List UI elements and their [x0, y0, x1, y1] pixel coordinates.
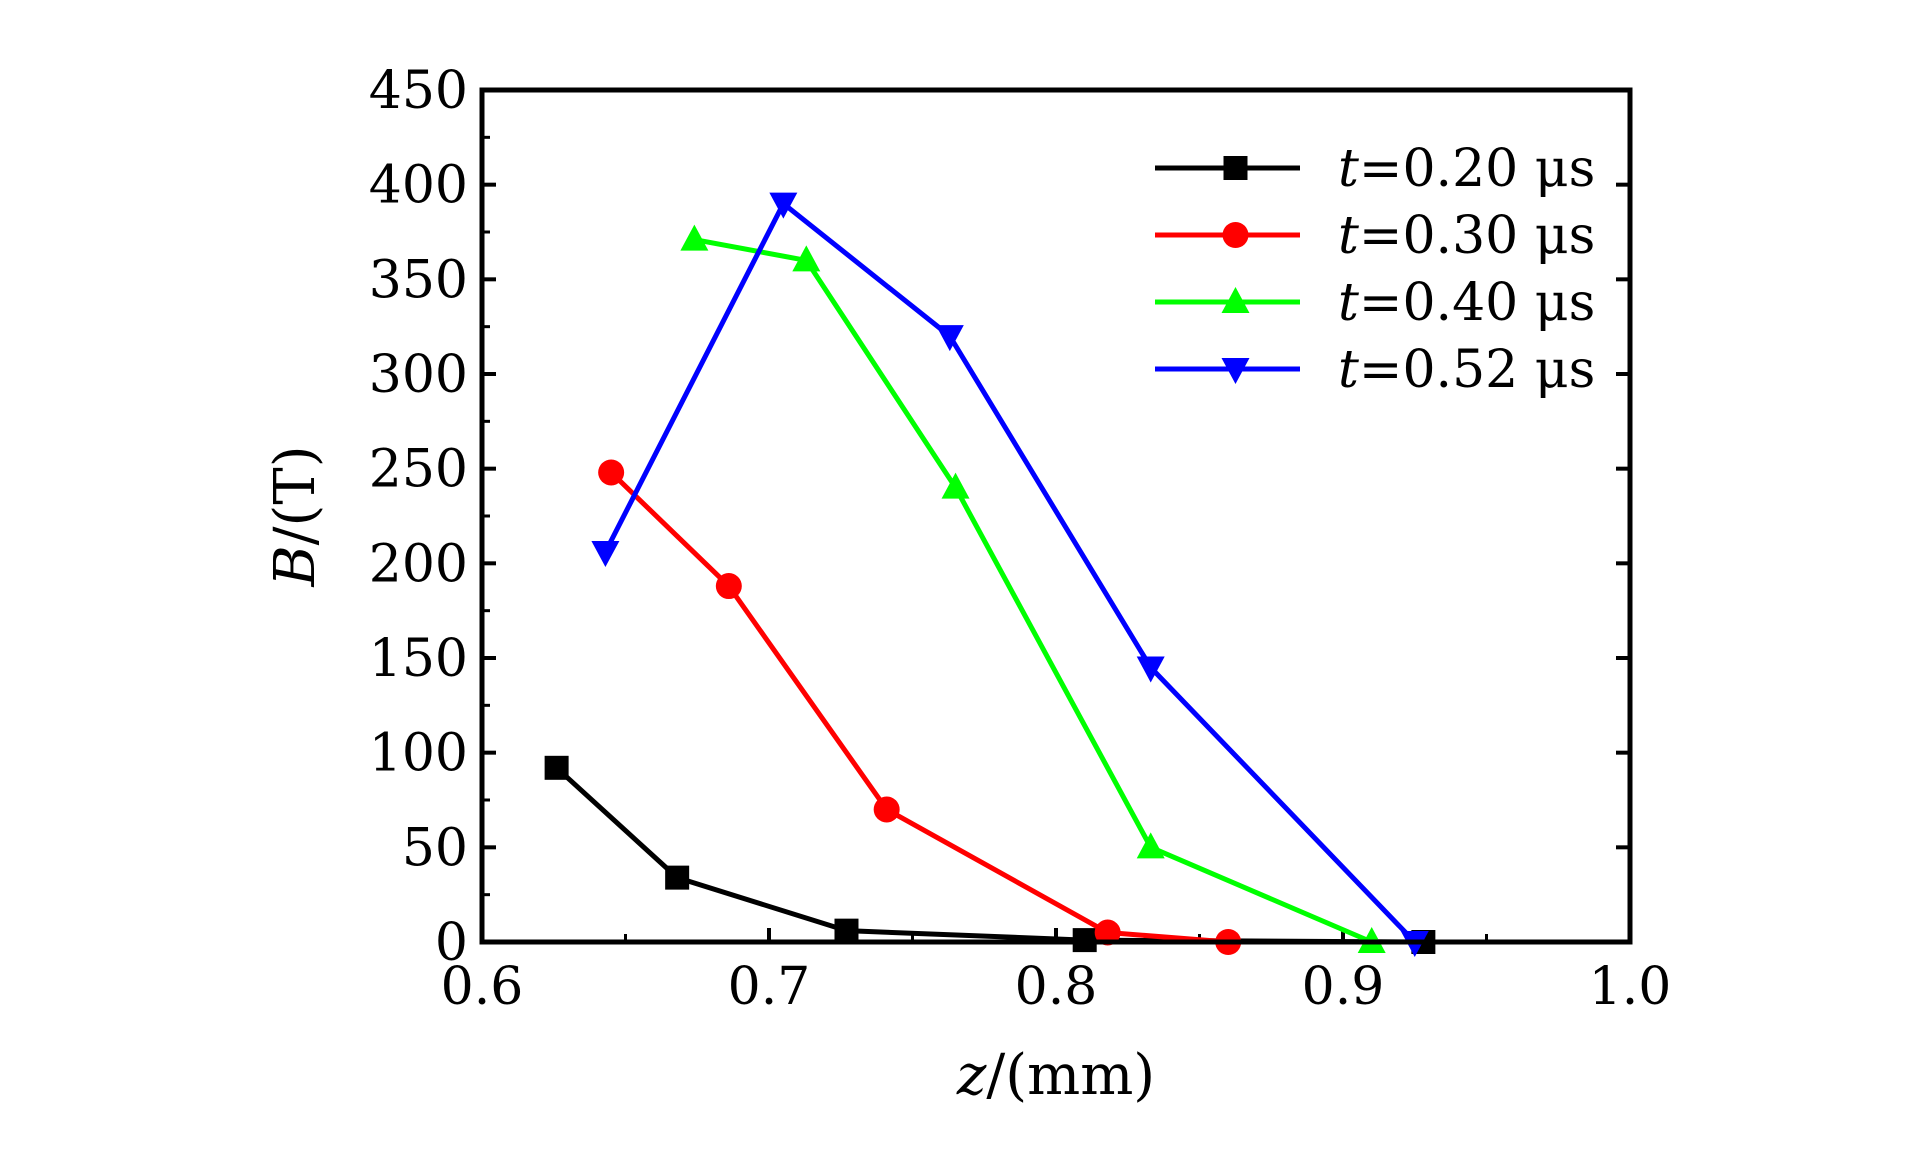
- y-tick-label: 50: [402, 818, 468, 878]
- data-point: [591, 540, 620, 567]
- x-axis-variable: z: [956, 1043, 987, 1108]
- x-axis-unit: /(mm): [986, 1043, 1155, 1108]
- y-axis-variable: B: [263, 545, 328, 587]
- legend-label: t=0.52 μs: [1338, 340, 1595, 400]
- legend-label-rest: =0.20 μs: [1359, 139, 1595, 199]
- data-point: [873, 796, 900, 823]
- legend-label-var: t: [1338, 340, 1359, 400]
- x-tick-label: 0.9: [1302, 957, 1385, 1017]
- x-tick-label: 0.7: [728, 957, 811, 1017]
- y-tick-label: 450: [369, 61, 468, 121]
- data-point: [834, 918, 859, 943]
- legend-label: t=0.20 μs: [1338, 139, 1595, 199]
- legend-item: t=0.40 μs: [1155, 273, 1595, 333]
- series-line: [609, 470, 1229, 945]
- series-circle: [598, 459, 1242, 955]
- legend-label-var: t: [1338, 139, 1359, 199]
- x-axis-ticks: 0.6 0.7 0.8 0.9 1.0: [441, 928, 1672, 1017]
- series-triangle-up: [680, 224, 1386, 953]
- x-axis-title: z/(mm): [956, 1043, 1155, 1108]
- y-axis-title: B/(T): [263, 445, 328, 587]
- legend-label: t=0.40 μs: [1338, 273, 1595, 333]
- data-point: [680, 224, 709, 251]
- legend-label-rest: =0.40 μs: [1359, 273, 1595, 333]
- legend-label: t=0.30 μs: [1338, 206, 1595, 266]
- plot-frame: [479, 87, 1633, 945]
- legend-marker: [1223, 156, 1248, 180]
- legend: t=0.20 μst=0.30 μst=0.40 μst=0.52 μs: [1155, 139, 1595, 400]
- data-point: [665, 865, 690, 890]
- y-tick-label: 350: [369, 250, 468, 310]
- y-axis-unit: /(T): [263, 445, 328, 545]
- x-tick-label: 0.8: [1015, 957, 1098, 1017]
- series-line: [554, 765, 1424, 945]
- legend-label-rest: =0.52 μs: [1359, 340, 1595, 400]
- legend-item: t=0.20 μs: [1155, 139, 1595, 199]
- data-point: [1136, 656, 1165, 683]
- legend-item: t=0.52 μs: [1155, 340, 1595, 400]
- x-tick-label: 0.6: [441, 957, 524, 1017]
- legend-label-var: t: [1338, 206, 1359, 266]
- data-point: [1136, 832, 1165, 859]
- legend-marker: [1221, 287, 1250, 313]
- series-line: [693, 237, 1373, 945]
- y-tick-label: 200: [369, 534, 468, 594]
- legend-label-var: t: [1338, 273, 1359, 333]
- y-tick-label: 300: [369, 345, 468, 405]
- y-axis-ticks: 0 50 100 150 200 250 300 350 400 450: [369, 61, 1630, 973]
- data-point: [769, 192, 798, 219]
- data-point: [792, 245, 821, 272]
- y-tick-label: 0: [435, 913, 468, 973]
- y-tick-label: 150: [369, 629, 468, 689]
- x-tick-label: 1.0: [1589, 957, 1672, 1017]
- legend-item: t=0.30 μs: [1155, 206, 1595, 266]
- y-tick-label: 250: [369, 440, 468, 500]
- data-point: [544, 755, 569, 780]
- legend-marker: [1221, 358, 1250, 384]
- data-point: [935, 325, 964, 352]
- y-tick-label: 100: [369, 724, 468, 784]
- data-point: [1094, 919, 1121, 946]
- y-tick-label: 400: [369, 156, 468, 216]
- legend-label-rest: =0.30 μs: [1359, 206, 1595, 266]
- data-point: [941, 472, 970, 499]
- data-point: [715, 573, 742, 600]
- data-series: [544, 192, 1436, 957]
- series-line: [603, 201, 1417, 944]
- legend-marker: [1222, 222, 1249, 248]
- data-point: [598, 459, 625, 486]
- series-square: [544, 755, 1436, 954]
